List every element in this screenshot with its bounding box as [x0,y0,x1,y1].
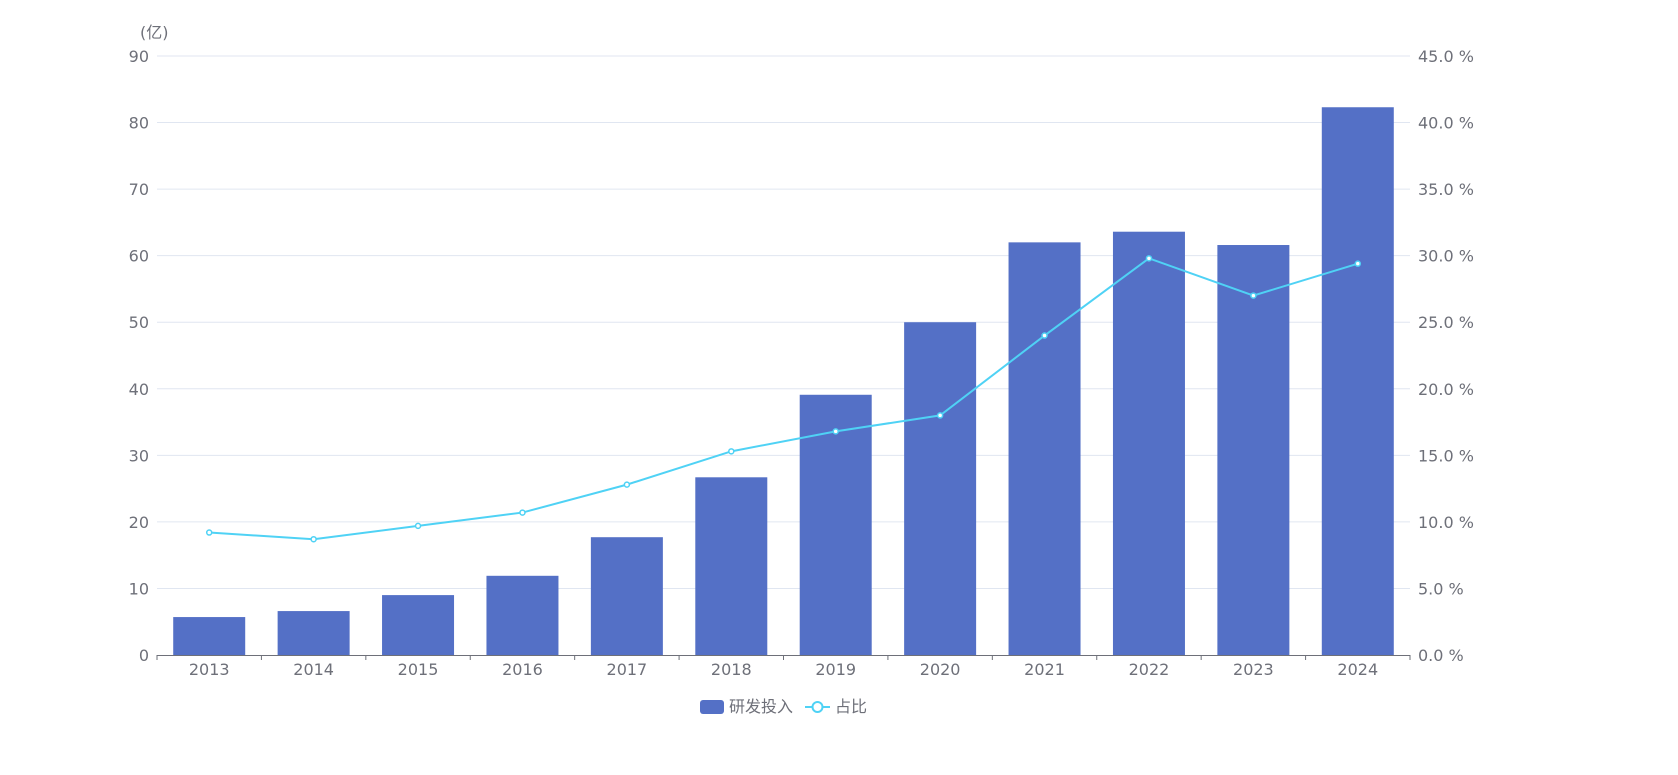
line-point[interactable] [728,448,735,455]
grid-lines [157,55,1410,589]
y2-tick-label: 5.0 % [1418,579,1464,598]
legend-bar-swatch [700,700,724,714]
bar[interactable] [1112,231,1185,655]
legend[interactable]: 研发投入 占比 [700,697,867,716]
legend-label: 占比 [835,697,867,716]
y2-tick-label: 0.0 % [1418,646,1464,665]
x-tick-label: 2019 [815,660,856,679]
line-point[interactable] [1354,260,1362,267]
line-point[interactable] [1250,292,1257,299]
x-tick-label: 2017 [607,660,648,679]
line-point[interactable] [310,535,317,543]
bar-series [173,107,1394,656]
x-tick-label: 2018 [711,660,752,679]
y2-tick-label: 40.0 % [1418,114,1474,133]
bar[interactable] [382,595,455,655]
legend-line-marker [811,701,824,713]
x-tick-label: 2013 [189,660,230,679]
y2-tick-label: 15.0 % [1418,446,1474,465]
line-point[interactable] [1145,255,1153,262]
bar[interactable] [590,537,663,655]
y-tick-label: 60 [129,247,149,266]
y-tick-label: 10 [129,579,149,598]
x-tick-label: 2021 [1024,660,1065,679]
line-point[interactable] [1041,332,1048,339]
line-point[interactable] [414,522,422,530]
x-tick-label: 2016 [502,660,543,679]
line-point[interactable] [205,529,213,536]
x-tick-label: 2015 [398,660,439,679]
bar[interactable] [173,617,246,655]
y-tick-label: 90 [129,47,149,66]
axes: 0 10 20 30 40 50 60 70 80 90 0.0 % 5.0 % 10.0 % 15.0 … [129,47,1474,679]
bar[interactable] [695,477,768,655]
x-tick-label: 2023 [1233,660,1274,679]
line-point[interactable] [519,509,526,516]
y-tick-label: 0 [139,646,149,665]
y-tick-label: 70 [129,180,149,199]
y2-tick-label: 35.0 % [1418,180,1474,199]
y2-tick-label: 30.0 % [1418,247,1474,266]
line-point[interactable] [832,428,839,435]
x-tick-label: 2020 [920,660,961,679]
line-series [205,255,1362,543]
bar[interactable] [799,394,872,655]
bar[interactable] [486,575,559,655]
legend-item-line[interactable]: 占比 [805,697,867,716]
y2-tick-label: 25.0 % [1418,313,1474,332]
y-tick-label: 40 [129,380,149,399]
y-tick-label: 50 [129,313,149,332]
x-tick-label: 2014 [293,660,334,679]
line-path [209,257,1359,541]
bar[interactable] [1321,107,1394,655]
bar[interactable] [1217,245,1290,656]
bar[interactable] [277,611,350,655]
x-tick-label: 2022 [1129,660,1170,679]
y-tick-label: 80 [129,114,149,133]
line-point[interactable] [936,412,944,419]
bar[interactable] [904,322,977,655]
bar[interactable] [1008,242,1081,655]
y-axis-label: (亿) [140,23,169,42]
legend-item-bar[interactable]: 研发投入 [700,697,793,716]
y2-tick-label: 10.0 % [1418,513,1474,532]
x-tick-label: 2024 [1337,660,1378,679]
line-point[interactable] [623,481,631,488]
y2-tick-label: 20.0 % [1418,380,1474,399]
legend-label: 研发投入 [729,697,793,716]
y-tick-label: 30 [129,446,149,465]
y2-tick-label: 45.0 % [1418,47,1474,66]
y-tick-label: 20 [129,513,149,532]
